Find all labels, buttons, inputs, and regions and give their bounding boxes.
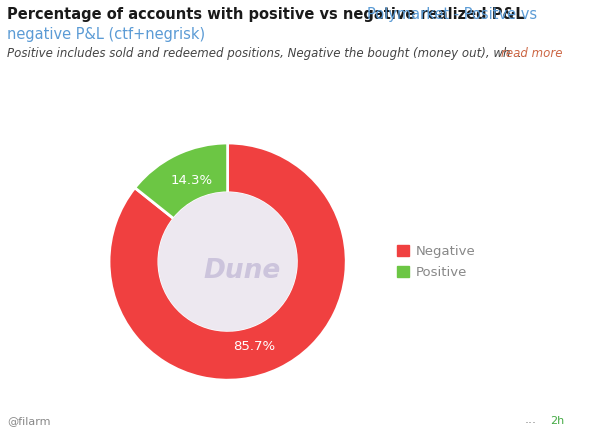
Text: ...: ... — [524, 413, 536, 426]
Text: read more: read more — [501, 47, 562, 60]
Circle shape — [159, 193, 297, 330]
Text: Polymarket - Positve vs: Polymarket - Positve vs — [367, 7, 537, 21]
Wedge shape — [109, 143, 346, 380]
Text: @filarm: @filarm — [7, 416, 51, 426]
Wedge shape — [135, 143, 228, 219]
Text: 85.7%: 85.7% — [232, 341, 275, 354]
Text: 2h: 2h — [550, 416, 564, 426]
Legend: Negative, Positive: Negative, Positive — [397, 245, 476, 279]
Text: negative P&L (ctf+negrisk): negative P&L (ctf+negrisk) — [7, 27, 205, 42]
Text: 14.3%: 14.3% — [171, 174, 213, 187]
Text: Positive includes sold and redeemed positions, Negative the bought (money out), : Positive includes sold and redeemed posi… — [7, 47, 526, 60]
Text: Dune: Dune — [203, 258, 280, 284]
Text: Percentage of accounts with positive vs negative realized P&L: Percentage of accounts with positive vs … — [7, 7, 525, 21]
